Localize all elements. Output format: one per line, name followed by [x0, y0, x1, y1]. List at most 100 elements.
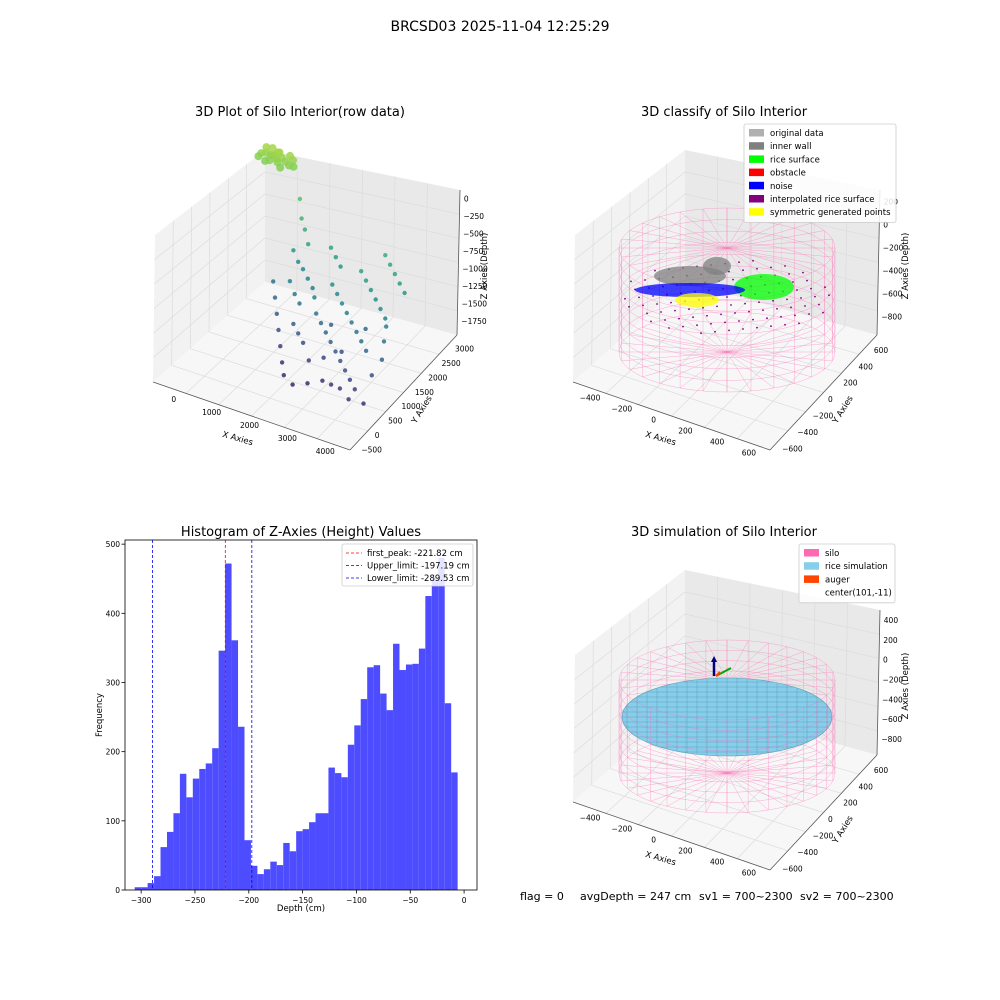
classify-silo-spoke	[621, 342, 728, 353]
simulation-silo-spoke	[726, 772, 788, 807]
classify-silo-spoke-top	[679, 211, 728, 249]
raw-grid-back	[424, 183, 428, 327]
histogram-bar	[444, 703, 452, 890]
classify-silo-spoke-top	[726, 247, 825, 266]
histogram-bar	[418, 648, 426, 890]
interpolated-point	[678, 317, 680, 320]
interpolated-point	[738, 320, 740, 322]
raw-data-point	[363, 326, 368, 332]
raw-data-point	[271, 279, 276, 284]
histogram-legend: first_peak: -221.82 cm Upper_limit: -197.…	[341, 543, 474, 587]
panel-simulation-title: 3D simulation of Silo Interior	[631, 525, 818, 540]
interpolated-point	[780, 315, 782, 318]
classify-x-tick: 200	[678, 426, 693, 435]
panel-histogram: Histogram of Z-Axies (Height) Values −30…	[95, 525, 478, 914]
classify-y-tick: 200	[843, 379, 858, 388]
histogram-bar	[270, 861, 277, 890]
interpolated-point	[714, 330, 716, 333]
classify-legend-swatch	[749, 208, 764, 216]
interpolated-point	[728, 270, 730, 273]
raw-data-point	[354, 329, 359, 335]
classify-silo-spoke-top	[629, 247, 728, 266]
raw-data-point	[387, 262, 393, 267]
histogram-x-tick: 0	[462, 896, 467, 905]
simulation-silo-spoke-top	[726, 651, 804, 681]
raw-y-tick: 2000	[428, 373, 447, 382]
classify-silo-spoke	[629, 351, 728, 370]
histogram-bar	[141, 887, 148, 890]
interpolated-point	[628, 305, 630, 308]
interpolated-point	[710, 322, 712, 325]
classify-silo-spoke	[726, 351, 833, 362]
cluster-inner-wall	[703, 257, 731, 275]
simulation-silo-spoke-top	[726, 646, 788, 681]
panel-classify-xlabel: X Axies	[644, 430, 677, 448]
classify-silo-spoke-top	[726, 238, 833, 249]
interpolated-point	[804, 305, 806, 307]
raw-data-point	[286, 151, 294, 160]
simulation-y-tick: −200	[813, 832, 834, 841]
classify-legend-swatch	[749, 129, 764, 137]
classify-x-axis	[572, 381, 771, 451]
classify-z-tick: −200	[883, 244, 904, 253]
classify-silo-spoke	[726, 351, 752, 392]
interpolated-point	[742, 328, 744, 330]
raw-data-point	[321, 355, 326, 360]
raw-data-point	[333, 255, 338, 260]
raw-z-tick: −1750	[461, 317, 487, 326]
classify-y-tick: −200	[813, 412, 834, 421]
simulation-y-tick: 400	[859, 782, 874, 791]
interpolated-point	[802, 271, 804, 274]
histogram-bar	[147, 883, 155, 890]
simulation-silo-spoke	[726, 772, 804, 802]
classify-silo-spoke	[726, 351, 775, 389]
classify-silo-spoke	[726, 334, 825, 353]
interpolated-point	[726, 296, 728, 298]
interpolated-point	[734, 312, 736, 314]
simulation-grid-back	[844, 603, 848, 747]
simulation-legend-swatch	[804, 575, 819, 583]
classify-legend-label: obstacle	[770, 169, 806, 179]
raw-x-tick: 3000	[278, 434, 297, 443]
simulation-y-tick: −400	[797, 848, 818, 857]
raw-data-point	[368, 287, 374, 293]
raw-data-point	[328, 322, 334, 327]
raw-data-point	[314, 311, 319, 316]
raw-data-point	[287, 279, 293, 284]
histogram-bar	[328, 767, 335, 890]
panel-classify-zlabel: Z Axies (Depth)	[901, 233, 911, 300]
interpolated-point	[758, 301, 760, 304]
interpolated-point	[674, 309, 676, 312]
histogram-bar	[257, 874, 264, 890]
simulation-z-tick: −200	[883, 676, 904, 685]
histogram-ylabel: Frequency	[95, 693, 105, 737]
raw-data-point	[318, 320, 324, 326]
classify-silo-spoke	[679, 315, 728, 353]
histogram-bar	[399, 670, 406, 890]
simulation-y-axis	[769, 754, 878, 871]
simulation-x-tick: 200	[678, 846, 693, 855]
classify-legend-label: rice surface	[770, 155, 820, 165]
raw-data-point	[279, 360, 285, 365]
raw-data-point	[274, 311, 279, 316]
simulation-x-axis	[572, 801, 771, 871]
raw-y-tick: −500	[361, 445, 382, 454]
raw-z-tick: −750	[463, 247, 484, 256]
interpolated-point	[776, 307, 778, 310]
simulation-silo-spoke-top	[726, 640, 749, 681]
interpolated-point	[656, 303, 658, 305]
raw-data-point	[302, 227, 308, 232]
histogram-y-tick: 300	[106, 678, 121, 687]
histogram-bar	[263, 869, 271, 890]
histogram-bar	[451, 772, 458, 890]
interpolated-point	[644, 279, 646, 281]
status-avg-depth: avgDepth = 247 cm	[580, 890, 691, 903]
raw-data-point	[335, 291, 340, 297]
raw-data-point	[296, 259, 301, 264]
interpolated-point	[702, 306, 704, 309]
interpolated-point	[772, 299, 774, 302]
simulation-silo-spoke	[726, 757, 827, 774]
panel-classify-3d: 3D classify of Silo Interior −400 −200 0 20…	[572, 105, 911, 457]
simulation-silo-spoke	[627, 757, 728, 774]
